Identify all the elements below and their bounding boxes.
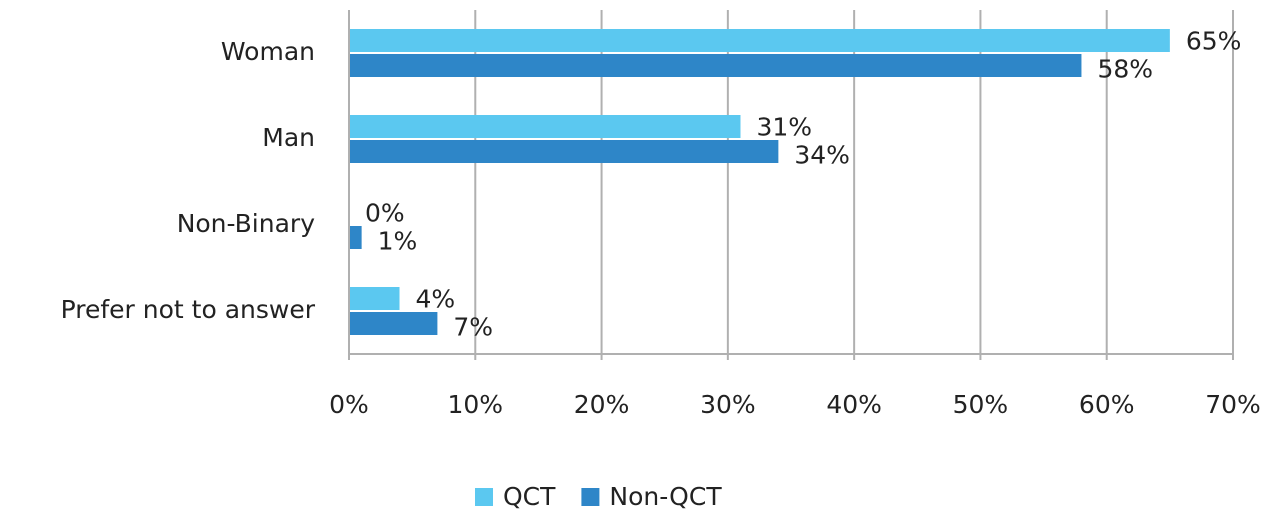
data-label: 1% — [378, 227, 418, 256]
legend-label: Non-QCT — [609, 482, 722, 511]
x-tick-label: 10% — [447, 390, 503, 419]
data-label: 7% — [453, 313, 493, 342]
legend-label: QCT — [503, 482, 556, 511]
legend-swatch — [475, 488, 493, 506]
data-label: 4% — [416, 285, 456, 314]
bar — [349, 140, 779, 163]
bar — [349, 287, 400, 310]
data-label: 65% — [1186, 27, 1242, 56]
x-tick-label: 50% — [953, 390, 1009, 419]
y-tick-label: Non-Binary — [177, 209, 316, 238]
bar — [349, 115, 741, 138]
y-tick-label: Woman — [221, 37, 315, 66]
legend-swatch — [581, 488, 600, 506]
data-label: 34% — [794, 141, 850, 170]
data-label: 0% — [365, 199, 405, 228]
data-label: 58% — [1097, 55, 1153, 84]
x-tick-label: 40% — [826, 390, 882, 419]
x-tick-label: 70% — [1205, 390, 1261, 419]
x-tick-label: 20% — [574, 390, 630, 419]
bar — [349, 226, 362, 249]
data-label: 31% — [756, 113, 812, 142]
y-tick-label: Man — [262, 123, 315, 152]
bar — [349, 29, 1170, 52]
bar — [349, 54, 1082, 77]
x-tick-label: 60% — [1079, 390, 1135, 419]
x-tick-label: 0% — [329, 390, 369, 419]
y-tick-label: Prefer not to answer — [61, 295, 316, 324]
x-tick-label: 30% — [700, 390, 756, 419]
bar — [349, 312, 438, 335]
